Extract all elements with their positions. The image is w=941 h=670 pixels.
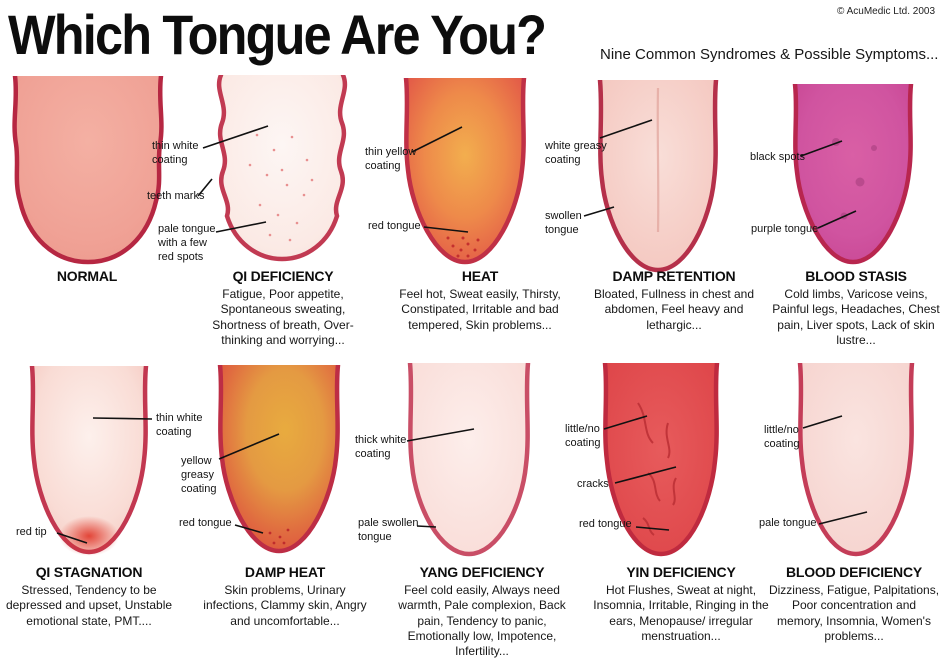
syndrome-name: YANG DEFICIENCY — [419, 564, 545, 580]
syndrome-name: DAMP RETENTION — [612, 268, 736, 284]
syndrome-symptoms: Stressed, Tendency to be depressed and u… — [5, 583, 173, 628]
annotation-label: pale swollen tongue — [358, 517, 419, 543]
annotation-label: yellow greasy coating — [181, 455, 217, 495]
syndrome-symptoms: Hot Flushes, Sweat at night, Insomnia, I… — [593, 583, 769, 644]
tongue-damp-retention-illustration — [597, 80, 719, 273]
caption-qi-deficiency: QI DEFICIENCY Fatigue, Poor appetite, Sp… — [192, 268, 374, 348]
syndrome-name: QI STAGNATION — [35, 564, 143, 580]
annotation-label: thick white coating — [355, 434, 407, 460]
syndrome-name: QI DEFICIENCY — [232, 268, 334, 284]
syndrome-name: YIN DEFICIENCY — [626, 564, 736, 580]
caption-damp-retention: DAMP RETENTION Bloated, Fullness in ches… — [582, 268, 766, 333]
caption-yin-deficiency: YIN DEFICIENCY Hot Flushes, Sweat at nig… — [589, 564, 773, 644]
syndrome-name: BLOOD STASIS — [805, 268, 907, 284]
caption-blood-stasis: BLOOD STASIS Cold limbs, Varicose veins,… — [770, 268, 941, 348]
tongue-heat-illustration — [403, 78, 527, 265]
annotation-label: thin yellow coating — [365, 146, 417, 172]
caption-blood-deficiency: BLOOD DEFICIENCY Dizziness, Fatigue, Pal… — [768, 564, 940, 644]
tongue-qi-stagnation-illustration — [29, 366, 149, 556]
caption-yang-deficiency: YANG DEFICIENCY Feel cold easily, Always… — [386, 564, 578, 660]
syndrome-name: HEAT — [461, 268, 499, 284]
tongue-normal-illustration — [12, 76, 164, 265]
annotation-label: red tongue — [579, 518, 632, 530]
annotation-label: purple tongue — [751, 223, 819, 235]
red-tip-spots — [446, 236, 480, 258]
syndrome-symptoms: Dizziness, Fatigue, Palpitations, Poor c… — [768, 583, 940, 644]
tongue-qi-deficiency-illustration — [216, 75, 348, 262]
annotation-label: pale tongue — [759, 517, 817, 529]
syndrome-symptoms: Fatigue, Poor appetite, Spontaneous swea… — [212, 287, 354, 348]
syndrome-name: BLOOD DEFICIENCY — [785, 564, 923, 580]
caption-damp-heat: DAMP HEAT Skin problems, Urinary infecti… — [197, 564, 373, 629]
caption-heat: HEAT Feel hot, Sweat easily, Thirsty, Co… — [388, 268, 572, 333]
center-crease — [656, 87, 660, 233]
annotation-label: red tip — [16, 526, 47, 538]
red-tip-mark — [59, 516, 119, 556]
annotation-label: little/no coating — [764, 424, 800, 450]
annotation-label: little/no coating — [565, 423, 601, 449]
annotation-label: white greasy coating — [545, 140, 607, 166]
red-spots — [248, 133, 314, 242]
caption-qi-stagnation: QI STAGNATION Stressed, Tendency to be d… — [5, 564, 173, 629]
annotation-label: thin white coating — [156, 412, 203, 438]
annotation-label: pale tongue with a few red spots — [158, 223, 216, 263]
annotation-label: teeth marks — [147, 190, 205, 202]
syndrome-symptoms: Feel hot, Sweat easily, Thirsty, Constip… — [399, 287, 561, 332]
annotation-label: thin white coating — [152, 140, 199, 166]
copyright-text: © AcuMedic Ltd. 2003 — [837, 6, 935, 17]
tongue-blood-deficiency-illustration — [797, 363, 915, 557]
annotation-label: red tongue — [368, 220, 421, 232]
page-title: Which Tongue Are You? — [8, 3, 547, 66]
syndrome-symptoms: Cold limbs, Varicose veins, Painful legs… — [772, 287, 940, 348]
syndrome-symptoms: Bloated, Fullness in chest and abdomen, … — [593, 287, 755, 332]
page-subtitle: Nine Common Syndromes & Possible Symptom… — [600, 46, 939, 63]
syndrome-name: DAMP HEAT — [244, 564, 326, 580]
annotation-label: black spots — [750, 151, 806, 163]
syndrome-symptoms: Feel cold easily, Always need warmth, Pa… — [398, 583, 566, 659]
annotation-label: red tongue — [179, 517, 232, 529]
syndrome-name: NORMAL — [56, 268, 118, 284]
annotation-label: swollen tongue — [545, 210, 582, 236]
annotation-label: cracks — [577, 478, 609, 490]
caption-normal: NORMAL — [9, 268, 165, 287]
tongue-blood-stasis-illustration — [792, 84, 914, 265]
red-tip-spots — [268, 528, 290, 545]
syndrome-symptoms: Skin problems, Urinary infections, Clamm… — [203, 583, 367, 628]
